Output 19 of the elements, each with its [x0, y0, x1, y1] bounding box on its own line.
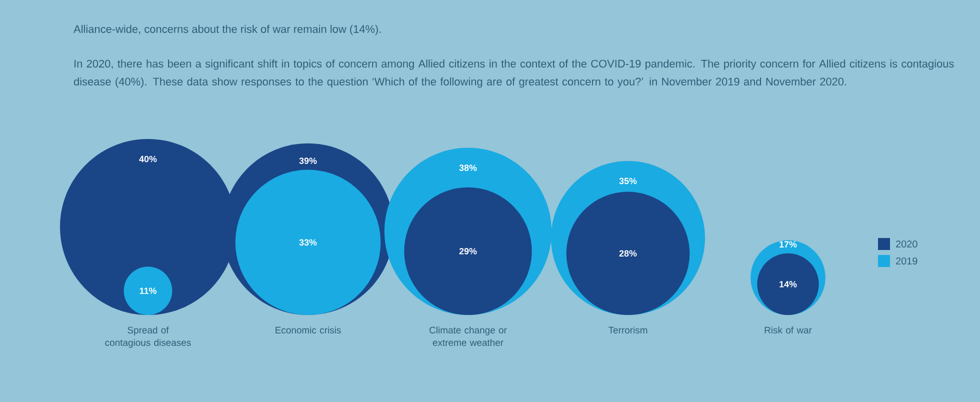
data-label: 39% — [299, 158, 317, 164]
category-label: Climate change or extreme weather — [430, 326, 507, 346]
category-label: Economic crisis — [276, 326, 341, 334]
data-label: 28% — [619, 250, 637, 257]
data-label: 38% — [459, 164, 477, 171]
data-label: 40% — [139, 156, 157, 162]
category-label: Risk of war — [764, 326, 812, 334]
category-label: Spread of contagious diseases — [105, 326, 191, 348]
category-label: Terrorism — [608, 326, 648, 334]
data-label: 33% — [299, 239, 317, 246]
data-label: 35% — [619, 178, 637, 184]
data-label: 29% — [459, 248, 477, 254]
text: Alliance-wide, concerns about the risk of war remain low (14%). — [74, 24, 381, 36]
legend-label: 2020 — [896, 240, 918, 248]
data-label: 17% — [780, 241, 797, 248]
legend-label: 2019 — [896, 257, 918, 265]
data-label: 14% — [780, 281, 797, 288]
data-label: 11% — [140, 288, 156, 294]
text: In 2020, there has been a significant shift in topics of concern among Allied citizens in the context of the COVID-19 pandemic. The priority concern for Allied citizens is contagious disease (40%). These data show responses to the question ‘Which of the following are of greatest concern to you?’ in November 2019 and November 2020. — [74, 60, 954, 88]
